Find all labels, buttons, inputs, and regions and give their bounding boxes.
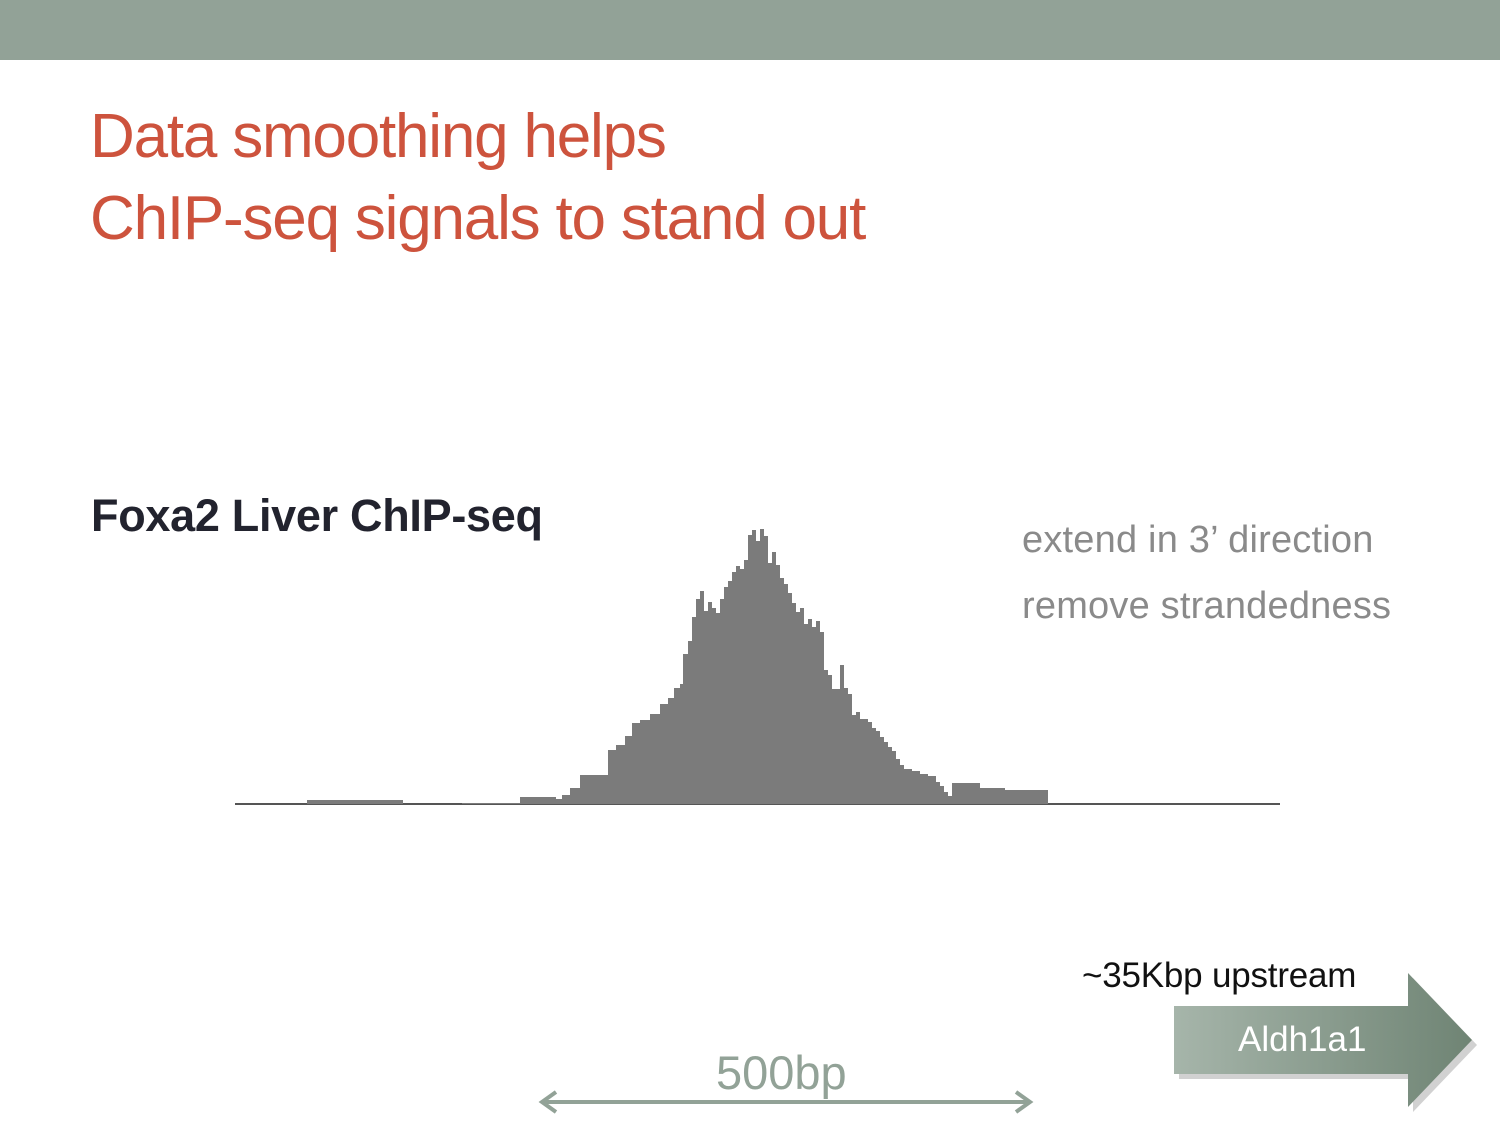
- note-extend: extend in 3’ direction: [1022, 519, 1374, 561]
- gene-arrow: [1174, 973, 1477, 1112]
- gene-arrow-shape: [1174, 973, 1472, 1107]
- upstream-distance-label: ~35Kbp upstream: [1082, 956, 1357, 995]
- note-strandedness: remove strandedness: [1022, 585, 1392, 627]
- scale-bar-arrow: [538, 1090, 1034, 1114]
- title-line-2: ChIP-seq signals to stand out: [90, 184, 866, 253]
- title-line-1: Data smoothing helps: [90, 102, 667, 171]
- slide-title: Data smoothing helps ChIP-seq signals to…: [90, 96, 866, 260]
- gene-name: Aldh1a1: [1238, 1020, 1367, 1059]
- scale-bar-label: 500bp: [716, 1046, 847, 1099]
- signal-coverage-histogram: [235, 529, 1280, 804]
- track-label: Foxa2 Liver ChIP-seq: [91, 490, 543, 541]
- header-bar: [0, 0, 1500, 60]
